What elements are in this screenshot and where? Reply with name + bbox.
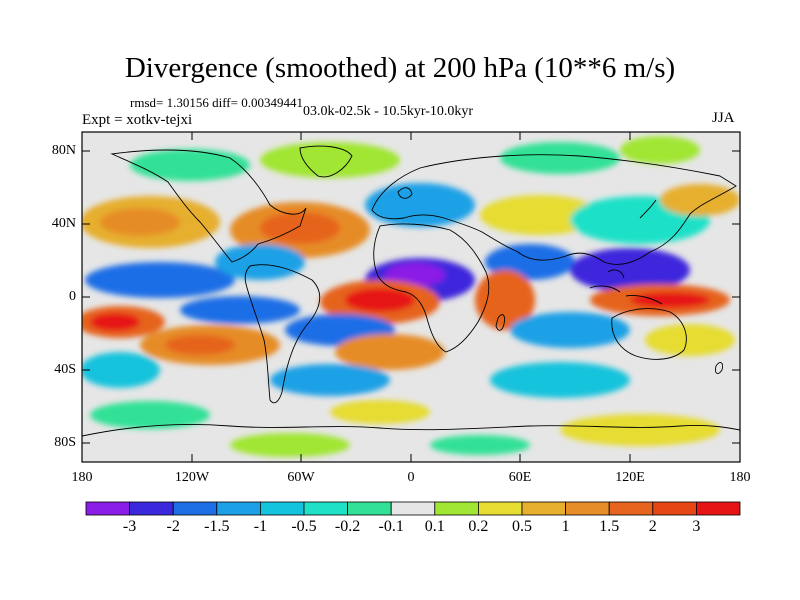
field-blob: [330, 400, 430, 424]
colorbar-label: 1: [561, 518, 570, 535]
coast-new-zealand: [715, 362, 723, 374]
colorbar-box: [565, 501, 610, 516]
y-label-80s: 80S: [54, 435, 76, 450]
coast-south-america: [244, 264, 321, 404]
period-label: 03.0k-02.5k - 10.5kyr-10.0kyr: [303, 104, 474, 119]
colorbar-label: -0.2: [334, 518, 361, 535]
experiment-label: Expt = xotkv-tejxi: [82, 112, 193, 128]
field-blob: [130, 149, 250, 181]
colorbar-label: -0.5: [291, 518, 317, 535]
colorbar-label: 0.5: [512, 518, 532, 535]
field-blob: [230, 433, 350, 457]
colorbar-box: [216, 501, 261, 516]
colorbar-box: [434, 501, 479, 516]
colorbar-label: -0.1: [378, 518, 404, 535]
field-blob: [260, 142, 400, 178]
x-label-0: 0: [407, 470, 415, 485]
field-blob: [430, 435, 530, 455]
field-blob: [570, 248, 690, 292]
x-label-180w: 180: [71, 470, 93, 485]
field-blob: [100, 208, 180, 236]
coastlines: [82, 145, 740, 437]
coast-uk: [397, 187, 413, 199]
colorbar-label: -1.5: [204, 518, 230, 535]
field-blob: [345, 288, 415, 312]
stats-text: rmsd= 1.30156 diff= 0.00349441: [130, 95, 303, 110]
colorbar-label: -1: [253, 518, 268, 535]
coast-antarctica: [82, 424, 740, 437]
season-label: JJA: [712, 110, 735, 126]
field-blob: [365, 183, 475, 227]
x-label-120w: 120W: [174, 470, 210, 485]
field-blob: [215, 244, 305, 280]
coast-madagascar: [495, 314, 505, 331]
colorbar-box: [347, 501, 392, 516]
y-label-40s: 40S: [54, 362, 76, 377]
field-blob: [90, 401, 210, 429]
field-blob: [385, 263, 445, 287]
colorbar-box: [259, 501, 305, 516]
colorbar-box: [521, 501, 566, 516]
field-blob: [85, 262, 235, 298]
coast-japan: [639, 199, 657, 219]
colorbar-box: [608, 501, 654, 516]
field-blob: [620, 136, 700, 164]
colorbar-box: [85, 501, 130, 516]
field-blob: [490, 362, 630, 398]
field-blob: [165, 335, 235, 355]
field-blob: [335, 334, 445, 370]
axis-ticks: [81, 132, 741, 462]
colorbar-label: -2: [166, 518, 180, 535]
field-blob: [475, 270, 535, 330]
coast-indonesia: [589, 269, 663, 305]
colorbar-box: [477, 501, 523, 516]
colorbar-box: [652, 501, 697, 516]
colorbar-label: 0.1: [424, 518, 445, 535]
x-label-60e: 60E: [508, 470, 532, 485]
coast-africa: [373, 223, 490, 353]
y-label-80n: 80N: [51, 143, 76, 158]
field-blob: [90, 313, 140, 331]
plot-title: Divergence (smoothed) at 200 hPa (10**6 …: [124, 52, 676, 84]
field-blob: [270, 364, 390, 396]
colorbar-box: [172, 501, 218, 516]
colorbar: [85, 501, 741, 516]
coast-north-america: [110, 149, 307, 263]
field-blob: [645, 324, 735, 356]
colorbar-box: [696, 501, 741, 516]
colorbar-label: 0.2: [468, 518, 489, 535]
y-label-eq: 0: [69, 289, 76, 304]
colorbar-label: -3: [122, 518, 137, 535]
x-label-180e: 180: [729, 470, 751, 485]
x-label-60w: 60W: [287, 470, 315, 485]
coast-eurasia: [371, 154, 737, 265]
field-blob: [180, 296, 300, 324]
colorbar-box: [303, 501, 348, 516]
field-blob: [630, 292, 710, 308]
field-blob: [480, 195, 600, 235]
coast-australia: [611, 308, 687, 360]
colorbar-label: 2: [648, 518, 657, 535]
y-label-40n: 40N: [51, 216, 76, 231]
divergence-field: [82, 132, 740, 462]
field-blob: [660, 184, 740, 216]
colorbar-label: 3: [692, 518, 701, 535]
colorbar-label: 1.5: [599, 518, 620, 535]
x-label-120e: 120E: [615, 470, 645, 485]
colorbar-box: [129, 501, 174, 516]
field-blob: [510, 312, 630, 348]
coast-greenland: [299, 145, 353, 178]
field-blob: [82, 352, 160, 388]
field-blob: [500, 142, 620, 174]
colorbar-box: [390, 501, 436, 516]
field-blob: [560, 414, 720, 446]
